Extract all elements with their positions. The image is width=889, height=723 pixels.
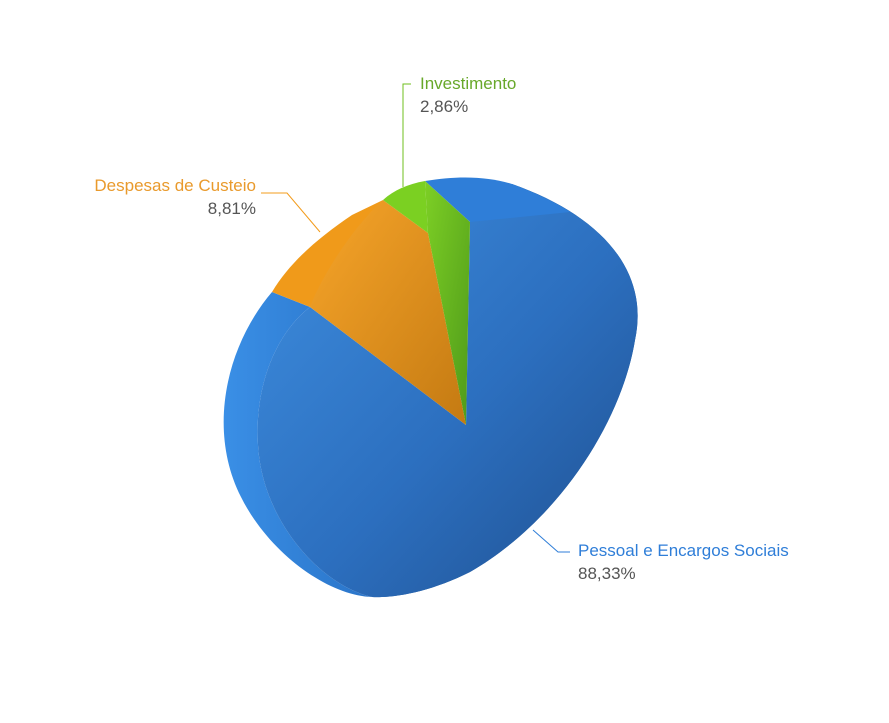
label-pessoal-name: Pessoal e Encargos Sociais (578, 541, 789, 560)
label-custeio-name: Despesas de Custeio (94, 176, 256, 195)
leader-lines (261, 83, 570, 553)
pie-slice-pessoal (257, 184, 638, 598)
leader-line-investimento (402, 83, 411, 187)
label-investimento-name: Investimento (420, 74, 516, 93)
pie-slice-side-investimento (383, 181, 428, 233)
pie-slice-investimento (425, 181, 470, 425)
pie-slice-custeio (310, 200, 466, 425)
pie-body (223, 177, 638, 598)
label-custeio-pct: 8,81% (208, 199, 256, 218)
data-labels: Investimento 2,86% Despesas de Custeio 8… (94, 74, 788, 583)
pie-slice-side-custeio (272, 200, 383, 307)
pie-slice-pessoal-top (425, 177, 570, 222)
label-pessoal-pct: 88,33% (578, 564, 636, 583)
leader-line-custeio (261, 192, 321, 233)
label-investimento-pct: 2,86% (420, 97, 468, 116)
pie-slice-side-pessoal (223, 292, 372, 597)
leader-line-pessoal (532, 529, 570, 553)
